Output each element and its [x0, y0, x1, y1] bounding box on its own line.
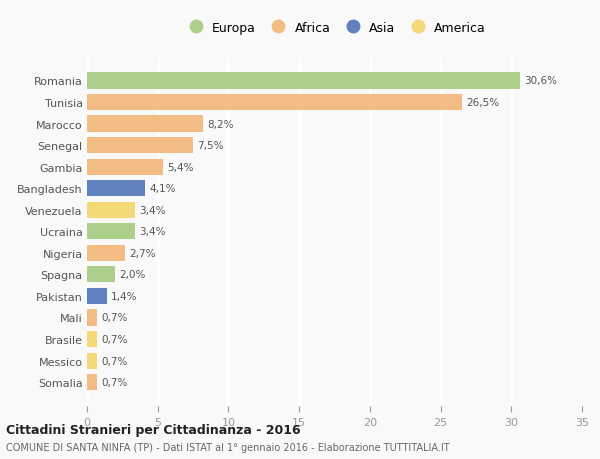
Bar: [87, 138, 193, 154]
Bar: [87, 310, 97, 326]
Bar: [87, 73, 520, 90]
Text: 0,7%: 0,7%: [101, 334, 128, 344]
Text: 0,7%: 0,7%: [101, 356, 128, 366]
Text: 30,6%: 30,6%: [524, 76, 557, 86]
Bar: [87, 374, 97, 390]
Bar: [87, 95, 462, 111]
Text: 2,0%: 2,0%: [119, 270, 146, 280]
Bar: [87, 224, 135, 240]
Bar: [87, 331, 97, 347]
Bar: [87, 159, 163, 175]
Bar: [87, 353, 97, 369]
Text: 26,5%: 26,5%: [466, 98, 499, 108]
Text: 0,7%: 0,7%: [101, 377, 128, 387]
Bar: [87, 245, 125, 261]
Bar: [87, 116, 203, 132]
Bar: [87, 288, 107, 304]
Text: 3,4%: 3,4%: [139, 227, 166, 237]
Text: 5,4%: 5,4%: [167, 162, 194, 172]
Text: COMUNE DI SANTA NINFA (TP) - Dati ISTAT al 1° gennaio 2016 - Elaborazione TUTTIT: COMUNE DI SANTA NINFA (TP) - Dati ISTAT …: [6, 442, 449, 452]
Text: 8,2%: 8,2%: [207, 119, 234, 129]
Text: 0,7%: 0,7%: [101, 313, 128, 323]
Text: 3,4%: 3,4%: [139, 205, 166, 215]
Text: Cittadini Stranieri per Cittadinanza - 2016: Cittadini Stranieri per Cittadinanza - 2…: [6, 423, 301, 436]
Bar: [87, 181, 145, 197]
Text: 1,4%: 1,4%: [111, 291, 137, 301]
Text: 7,5%: 7,5%: [197, 141, 224, 151]
Bar: [87, 202, 135, 218]
Text: 4,1%: 4,1%: [149, 184, 176, 194]
Bar: [87, 267, 115, 283]
Legend: Europa, Africa, Asia, America: Europa, Africa, Asia, America: [183, 22, 486, 35]
Text: 2,7%: 2,7%: [130, 248, 156, 258]
